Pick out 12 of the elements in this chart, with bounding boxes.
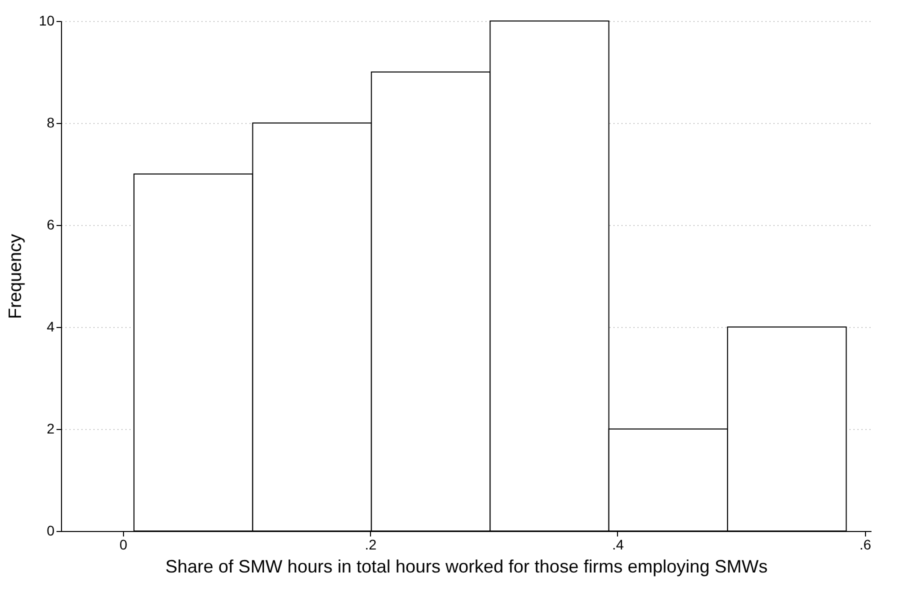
y-tick-label: 2 bbox=[46, 420, 55, 436]
x-tick-label: .6 bbox=[859, 536, 872, 552]
y-tick-label: 0 bbox=[46, 522, 55, 538]
y-tick-label: 8 bbox=[46, 114, 55, 130]
x-axis-title: Share of SMW hours in total hours worked for those firms employing SMWs bbox=[165, 556, 768, 576]
x-tick-label: .2 bbox=[364, 536, 377, 552]
x-tick-label: 0 bbox=[119, 536, 128, 552]
x-tick-label: .4 bbox=[612, 536, 624, 552]
y-tick-label: 10 bbox=[38, 12, 55, 28]
y-axis-title: Frequency bbox=[4, 234, 25, 320]
y-tick-label: 6 bbox=[46, 216, 55, 232]
y-tick-label: 4 bbox=[46, 318, 55, 334]
